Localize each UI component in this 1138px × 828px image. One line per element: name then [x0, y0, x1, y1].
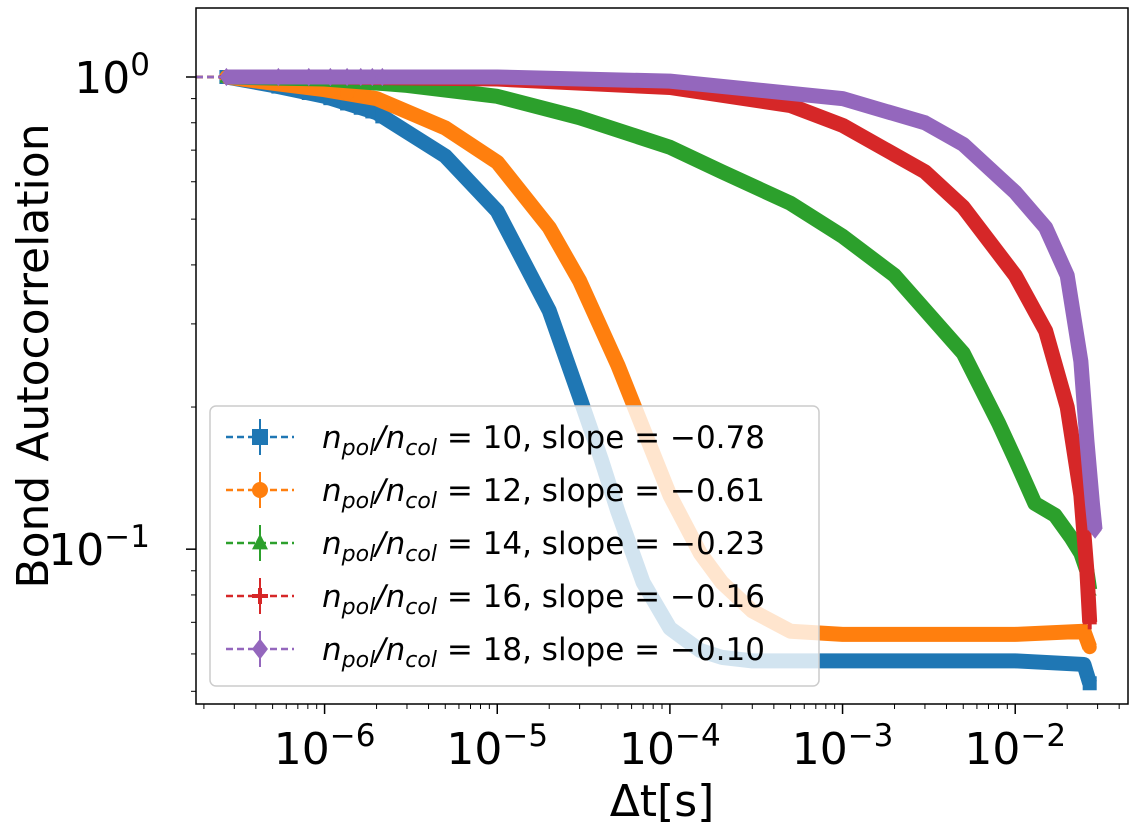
series-10-marker — [375, 109, 390, 124]
series-18 — [196, 67, 1103, 539]
x-tick-label: 10−4 — [619, 718, 721, 775]
y-axis-label: Bond Autocorrelation — [8, 123, 59, 588]
legend: npol/ncol = 10, slope = −0.78 npol/ncol =… — [209, 405, 820, 687]
x-tick-label: 10−3 — [792, 718, 894, 775]
legend-marker — [252, 533, 268, 550]
x-tick-label: 10−2 — [964, 718, 1066, 775]
series-18-marker — [375, 67, 390, 87]
series-12-marker — [375, 94, 390, 109]
series-14-line — [226, 69, 1098, 591]
y-tick-label: 10−1 — [48, 519, 150, 576]
legend-marker — [252, 429, 268, 445]
series-12-end-marker — [1082, 640, 1097, 655]
legend-marker — [252, 588, 268, 604]
legend-entry-16: npol/ncol = 16, slope = −0.16 — [226, 578, 765, 620]
legend-box — [209, 405, 820, 687]
series-18-end-marker — [1088, 520, 1103, 539]
legend-marker — [252, 482, 268, 498]
series-18-marker — [340, 67, 355, 87]
series-layer — [196, 67, 1103, 691]
series-10-marker — [353, 100, 368, 115]
x-tick-label: 10−6 — [274, 718, 376, 775]
series-18-marker — [353, 67, 368, 87]
legend-label: npol/ncol = 14, slope = −0.23 — [322, 526, 765, 567]
series-12-marker — [353, 88, 368, 103]
legend-entry-18: npol/ncol = 18, slope = −0.10 — [226, 631, 765, 673]
series-12-marker — [340, 86, 355, 101]
ticks-layer: 10−6 10−5 10−4 10−3 10−2 100 10−1 — [48, 47, 1120, 775]
series-18-marker — [219, 67, 234, 87]
legend-label: npol/ncol = 18, slope = −0.10 — [322, 632, 765, 673]
series-18-marker — [365, 67, 380, 87]
series-18-marker — [271, 67, 286, 87]
x-tick-label: 10−5 — [446, 718, 548, 775]
y-tick-label: 100 — [74, 47, 150, 104]
legend-label: npol/ncol = 12, slope = −0.61 — [322, 473, 765, 514]
legend-entry-12: npol/ncol = 12, slope = −0.61 — [226, 472, 765, 514]
series-18-line — [226, 69, 1103, 531]
legend-entry-10: npol/ncol = 10, slope = −0.78 — [226, 419, 765, 461]
series-10-end-marker — [1082, 676, 1097, 691]
legend-marker — [252, 638, 268, 660]
series-18-marker — [301, 67, 316, 87]
series-16-end-marker — [1082, 615, 1097, 630]
legend-label: npol/ncol = 16, slope = −0.16 — [322, 579, 765, 620]
x-axis-label: Δt[s] — [610, 776, 715, 827]
series-18-marker — [323, 67, 338, 87]
legend-label: npol/ncol = 10, slope = −0.78 — [322, 420, 765, 461]
legend-entry-14: npol/ncol = 14, slope = −0.23 — [226, 525, 765, 567]
